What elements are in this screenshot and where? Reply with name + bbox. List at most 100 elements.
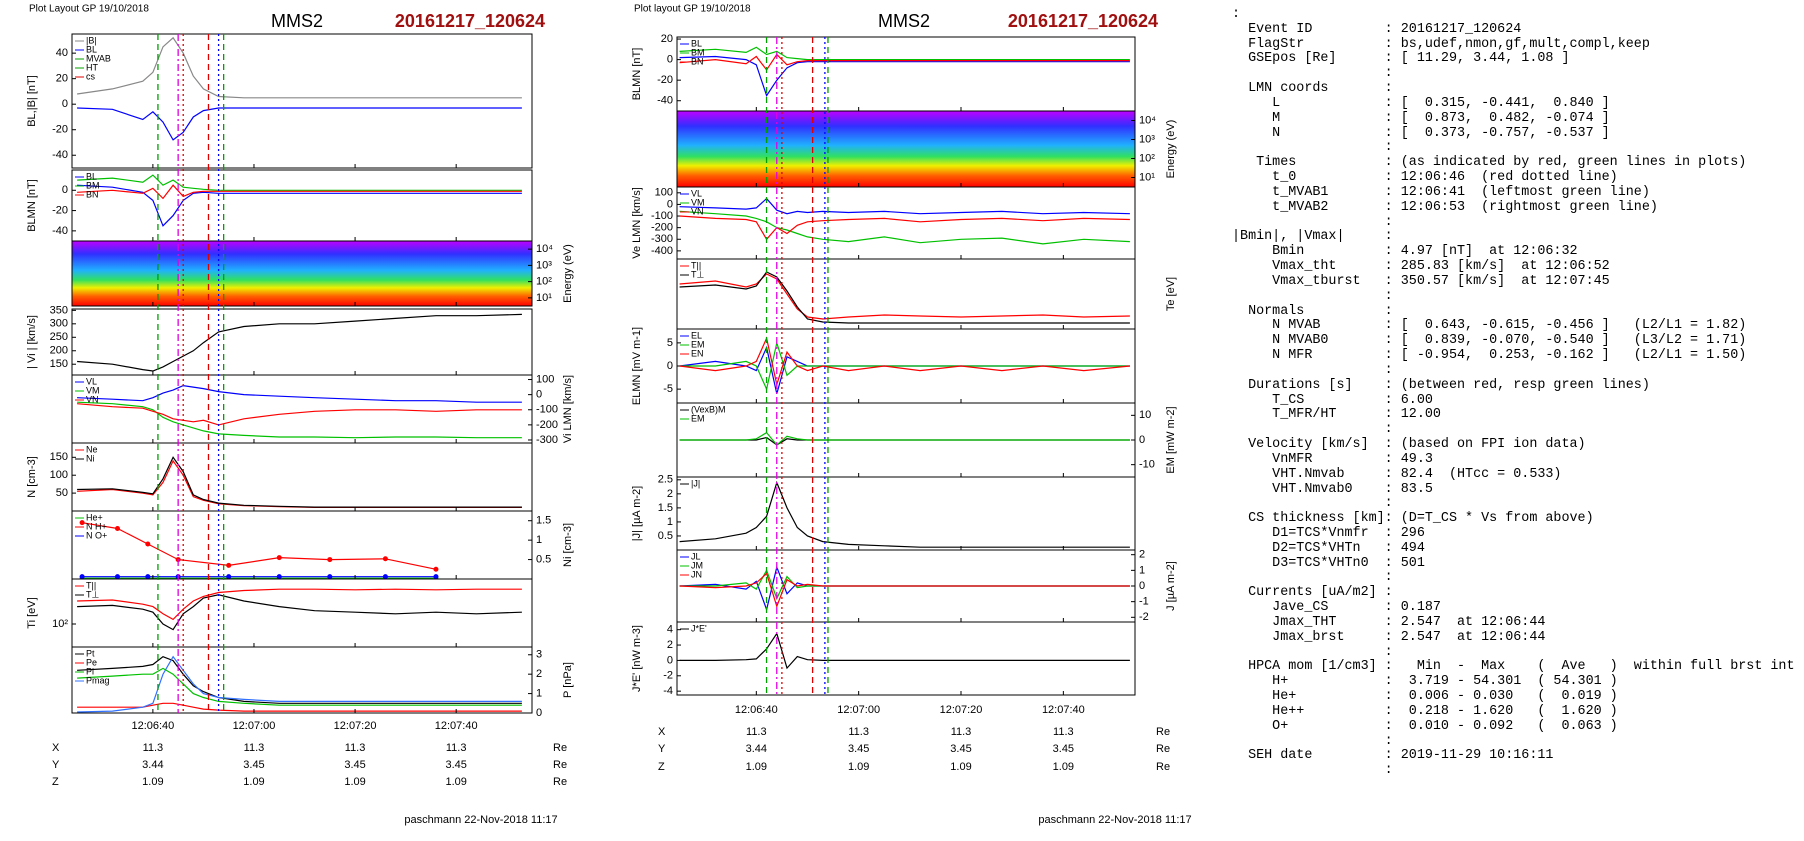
y-tick-label: 0.5	[536, 553, 551, 565]
y-tick-label: -20	[657, 74, 673, 86]
panel-frame	[676, 186, 1136, 260]
info-line: Event ID : 20161217_120624	[1232, 21, 1522, 37]
legend-label: cs	[86, 71, 96, 81]
coord-value: 1.09	[142, 776, 163, 788]
legend-label: T⊥	[691, 269, 704, 279]
y-tick-label: 1	[536, 534, 542, 546]
y-tick-label: 0	[1139, 580, 1145, 592]
panel-traces	[679, 197, 1130, 245]
y-tick-label: 0	[62, 184, 68, 196]
y-tick-label: -1	[1139, 596, 1149, 608]
info-line: Velocity [km/s] : (based on FPI ion data…	[1232, 437, 1586, 453]
trace	[679, 215, 1130, 241]
info-line: Jmax_THT : 2.547 at 12:06:44	[1232, 614, 1546, 630]
coord-unit: Re	[1156, 726, 1170, 738]
data-point	[114, 525, 120, 531]
coord-label: Y	[658, 743, 666, 755]
trace	[77, 403, 522, 426]
trace	[679, 53, 1130, 71]
trace	[679, 436, 1130, 446]
y-axis-label: | Vi | [km/s]	[26, 315, 38, 369]
panel-traces	[679, 480, 1130, 548]
y-tick-label: -100	[536, 404, 558, 416]
y-axis-label: BLMN [nT]	[26, 179, 38, 232]
y-tick-label: 0	[536, 707, 542, 719]
y-tick-label: 10¹	[1139, 171, 1155, 183]
legend-label: JM	[691, 560, 703, 570]
trace	[679, 197, 1130, 215]
legend-label: Pe	[86, 657, 97, 667]
coord-value: 1.09	[445, 776, 466, 788]
y-tick-label: 0	[536, 389, 542, 401]
y-axis-label: Energy (eV)	[1165, 120, 1177, 179]
info-line: Jmax_brst : 2.547 at 12:06:44	[1232, 629, 1546, 645]
legend-label: VM	[86, 385, 100, 395]
info-line: :	[1232, 66, 1393, 82]
trace	[77, 588, 522, 621]
legend-label: |B|	[86, 35, 97, 45]
y-tick-label: 10	[1139, 409, 1151, 421]
y-tick-label: 2	[667, 488, 673, 500]
info-line: D3=TCS*VHTn0 : 501	[1232, 555, 1425, 571]
x-tick-label: 12:07:40	[435, 720, 478, 732]
info-line: t_MVAB1 : 12:06:41 (leftmost green line)	[1232, 184, 1650, 200]
panel-frame	[676, 476, 1136, 551]
info-line: O+ : 0.010 - 0.092 ( 0.063 )	[1232, 718, 1618, 734]
y-tick-label: 20	[661, 33, 673, 45]
y-tick-label: 4	[667, 624, 673, 636]
coord-unit: Re	[1156, 761, 1170, 773]
y-tick-label: -300	[651, 233, 673, 245]
y-tick-label: -200	[536, 419, 558, 431]
info-line: VHT.Nmvab0 : 83.5	[1232, 481, 1433, 497]
coord-value: 11.3	[1053, 726, 1074, 738]
trace	[679, 632, 1130, 670]
trace	[77, 667, 522, 706]
legend-label: N H+	[86, 521, 107, 531]
info-line: He++ : 0.218 - 1.620 ( 1.620 )	[1232, 703, 1618, 719]
trace	[77, 594, 522, 631]
panel-traces	[77, 384, 522, 439]
coord-value: 3.45	[1053, 743, 1074, 755]
y-tick-label: 150	[50, 358, 68, 370]
legend-label: BN	[86, 189, 99, 199]
info-line: :	[1232, 570, 1393, 586]
data-point	[114, 574, 120, 579]
panel-traces	[679, 336, 1130, 394]
legend-label: Pmag	[86, 675, 110, 685]
y-axis-label: Ti [eV]	[26, 597, 38, 628]
y-tick-label: 2	[536, 668, 542, 680]
legend-label: Ni	[86, 453, 95, 463]
info-line: VnMFR : 49.3	[1232, 451, 1433, 467]
data-point	[433, 574, 439, 579]
y-tick-label: 20	[56, 73, 68, 85]
y-tick-label: -5	[663, 383, 673, 395]
legend-label: BL	[86, 171, 97, 181]
y-tick-label: -4	[663, 685, 673, 697]
data-point	[382, 556, 388, 562]
y-tick-label: -40	[657, 95, 673, 107]
info-line: :	[1232, 733, 1393, 749]
coord-value: 3.45	[848, 743, 869, 755]
y-tick-label: 1.5	[536, 515, 551, 527]
info-line: Bmin : 4.97 [nT] at 12:06:32	[1232, 244, 1578, 260]
info-line: T_CS : 6.00	[1232, 392, 1433, 408]
x-tick-label: 12:07:20	[940, 704, 983, 716]
y-tick-label: 150	[50, 451, 68, 463]
event-info: : Event ID : 20161217_120624 FlagStr : b…	[1232, 7, 1795, 779]
info-line: |Bmin|, |Vmax| :	[1232, 229, 1393, 245]
coord-value: 1.09	[344, 776, 365, 788]
info-line: M : [ 0.873, 0.482, -0.074 ]	[1232, 110, 1610, 126]
y-axis-label: P [nPa]	[562, 662, 574, 698]
coord-value: 11.3	[746, 726, 767, 738]
chart-title: MMS2	[878, 11, 930, 31]
coord-value: 1.09	[848, 761, 869, 773]
legend-label: Pt	[86, 648, 95, 658]
y-tick-label: 1	[667, 516, 673, 528]
legend-label: T||	[86, 580, 96, 590]
x-tick-label: 12:06:40	[131, 720, 174, 732]
coord-value: 3.45	[243, 759, 264, 771]
legend-label: |J|	[691, 478, 700, 488]
data-point	[79, 574, 85, 579]
data-point	[276, 555, 282, 561]
info-line: D1=TCS*Vnmfr : 296	[1232, 525, 1425, 541]
